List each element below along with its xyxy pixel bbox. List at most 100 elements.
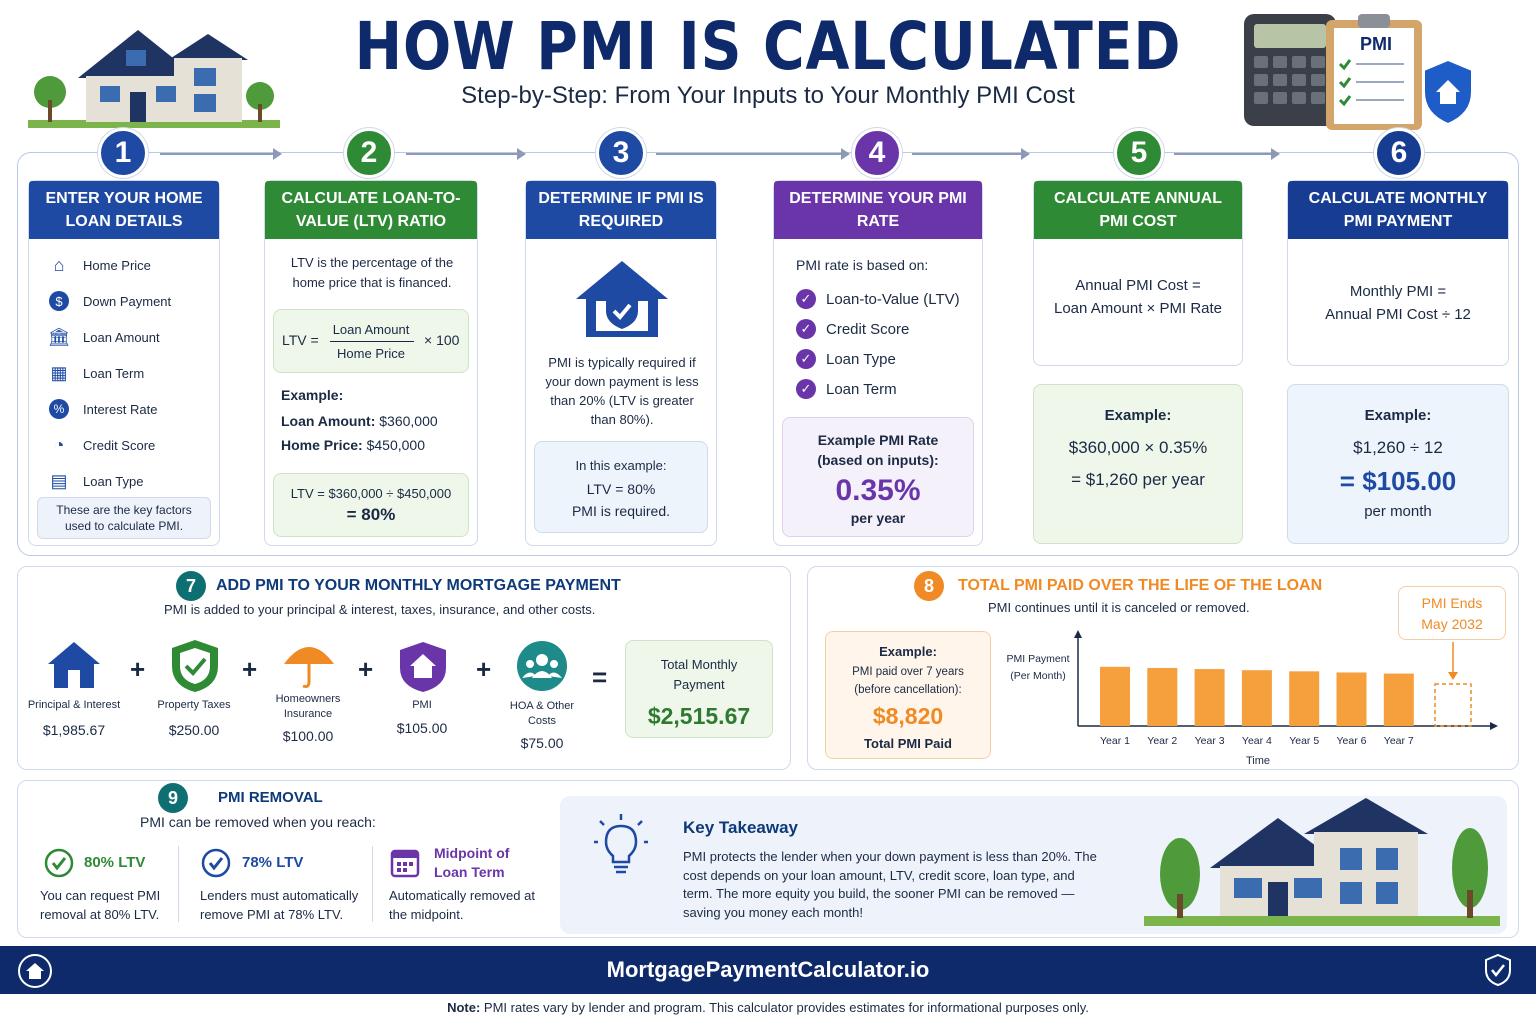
calculator-clipboard-illustration [1244,14,1473,130]
bank-icon: 🏛 [47,326,71,347]
cost-hoa-value: $75.00 [520,735,564,751]
total-pmi-caption: Total PMI Paid [864,736,952,751]
check-icon: ✓ [796,379,816,399]
pmi-required-example: In this example: LTV = 80% PMI is requir… [534,441,708,533]
rate-factor-term: ✓ Loan Term [796,379,960,399]
section-9-title: PMI REMOVAL [218,789,323,806]
plus-sign: + [358,654,374,684]
people-group-icon [517,641,567,691]
monthly-example-result: = $105.00 [1339,466,1457,496]
ltv-example-label: Example: [281,387,344,403]
step-2-number: 2 [344,128,394,178]
check-icon: ✓ [796,319,816,339]
chart-tick-label: Year 7 [1384,735,1414,747]
pmi-ends-callout: PMI Ends May 2032 [1398,586,1506,640]
step-3-title: DETERMINE IF PMI IS REQUIRED [526,181,716,239]
step-3-card: DETERMINE IF PMI IS REQUIRED PMI is typi… [525,180,717,546]
factor-credit-score: ◔ Credit Score [47,433,219,457]
monthly-per: per month [1364,503,1432,520]
ltv-result: = 80% [346,505,396,524]
total-monthly-label: Total Monthly Payment [660,657,738,692]
umbrella-icon [284,647,334,688]
annual-example-result: = $1,260 per year [1071,470,1205,489]
section-8-number: 8 [914,571,944,601]
house-illustration [1144,798,1500,926]
calendar-icon: ▦ [50,362,68,383]
factor-interest-rate: % Interest Rate [47,397,219,421]
rate-factor-type: ✓ Loan Type [796,349,960,369]
annual-example: Example: $360,000 × 0.35% = $1,260 per y… [1033,384,1243,544]
step-5-title: CALCULATE ANNUAL PMI COST [1034,181,1242,239]
chart-tick-label: Year 4 [1242,735,1272,747]
chart-bar [1336,672,1367,726]
step-2-title: CALCULATE LOAN-TO-VALUE (LTV) RATIO [265,181,477,239]
lightbulb-icon [594,814,648,874]
ltv-numerator: Loan Amount [332,322,410,337]
chart-tick-label: Year 3 [1195,735,1225,747]
section-8-title: TOTAL PMI PAID OVER THE LIFE OF THE LOAN [958,577,1323,594]
pmi-rate-example: Example PMI Rate (based on inputs): 0.35… [782,417,974,537]
rate-per: per year [850,510,906,526]
removal-78-text: Lenders must automatically remove PMI at… [200,888,359,922]
section-7-title: ADD PMI TO YOUR MONTHLY MORTGAGE PAYMENT [216,577,621,594]
percent-icon: % [47,397,71,421]
total-pmi-value: $8,820 [872,703,944,729]
section-8-subtitle: PMI continues until it is canceled or re… [988,600,1250,615]
section-7-subtitle: PMI is added to your principal & interes… [164,602,596,617]
check-circle-icon [44,848,74,878]
factor-down-payment: $ Down Payment [47,289,219,313]
section-9-number: 9 [158,783,188,813]
ltv-result-box: LTV = $360,000 ÷ $450,000 = 80% [273,473,469,537]
home-icon[interactable] [18,954,52,988]
total-pmi-text: PMI paid over 7 years (before cancellati… [852,666,964,696]
total-monthly-value: $2,515.67 [647,703,751,729]
footer-site-name[interactable]: MortgagePaymentCalculator.io [606,957,930,982]
plus-sign: + [130,654,146,684]
arrow-4-5 [912,148,1030,160]
step-2-card: CALCULATE LOAN-TO-VALUE (LTV) RATIO LTV … [264,180,478,546]
cost-tax-label: Property Taxes [157,699,231,711]
ltv-denominator: Home Price [337,346,405,361]
annual-example-calc: $360,000 × 0.35% [1068,438,1208,457]
section-7-number: 7 [176,571,206,601]
cost-pi-value: $1,985.67 [42,722,106,738]
house-icon [48,642,100,688]
check-icon: ✓ [796,349,816,369]
chart-x-label: Time [1246,755,1270,767]
pmi-ended-placeholder-bar [1434,683,1472,727]
house-shield-icon [576,261,668,337]
calendar-icon [390,849,420,878]
arrow-2-3 [406,148,526,160]
shield-check-icon [1485,953,1511,987]
pmi-required-text: PMI is typically required if your down p… [545,355,699,427]
chart-bar [1194,669,1225,726]
plus-sign: + [242,654,258,684]
cost-pmi-value: $105.00 [396,720,448,736]
total-pmi-label: Example: [879,644,937,659]
arrow-3-4 [656,148,850,160]
step-4-number: 4 [852,128,902,178]
removal-midpoint-title: Midpoint of Loan Term [434,845,510,880]
rate-factor-ltv: ✓ Loan-to-Value (LTV) [796,289,960,309]
arrow-5-6 [1174,148,1280,160]
factor-loan-term: ▦ Loan Term [47,361,219,385]
page-title: HOW PMI IS CALCULATED [354,8,1182,85]
step-6-card: CALCULATE MONTHLY PMI PAYMENT Monthly PM… [1287,180,1509,366]
ltv-home-price: Home Price: $450,000 [281,437,425,453]
steps-frame [17,152,1519,556]
footer-bar [0,946,1536,994]
annual-example-label: Example: [1104,407,1172,424]
equals-sign: = [592,662,608,692]
total-monthly-box: Total Monthly Payment $2,515.67 [625,640,773,738]
check-icon: ✓ [796,289,816,309]
example-label: In this example: [575,458,667,473]
factor-home-price: ⌂ Home Price [47,253,219,277]
example-required: PMI is required. [571,503,671,519]
clipboard-label: PMI [1360,34,1393,54]
ltv-loan-amount: Loan Amount: $360,000 [281,413,438,429]
step-6-title: CALCULATE MONTHLY PMI PAYMENT [1288,181,1508,239]
factor-loan-type: ▤ Loan Type [47,469,219,493]
total-pmi-example: Example: PMI paid over 7 years (before c… [825,631,991,759]
cost-hoa-label: HOA & Other Costs [509,700,575,727]
footer-note: Note: PMI rates vary by lender and progr… [447,1000,1089,1015]
